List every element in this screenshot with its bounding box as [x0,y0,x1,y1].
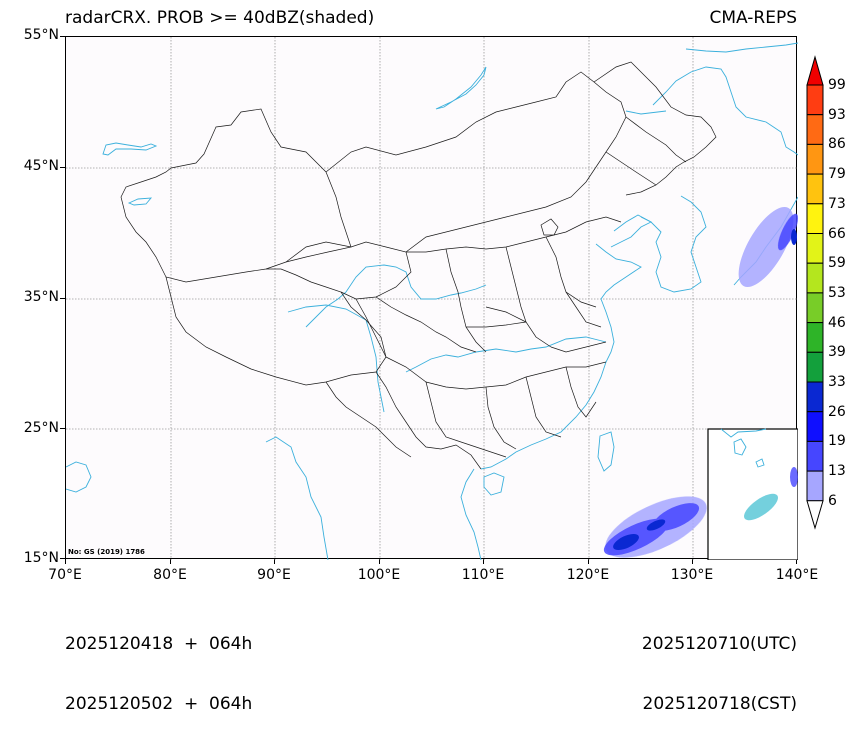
xtick-mark [274,559,275,564]
ytick-mark [60,428,65,429]
xtick-110e: 110°E [461,567,505,583]
ytick-35n: 35°N [23,289,59,305]
ytick-15n: 15°N [23,550,59,566]
map-canvas [66,37,798,560]
xtick-100e: 100°E [357,567,401,583]
coastlines-rivers [66,42,798,560]
colorbar-label-19: 19 [828,433,846,450]
colorbar-label-13: 13 [828,463,846,480]
valid-time-info: 2025120710(UTC) 2025120718(CST) [642,594,797,734]
xtick-mark [170,559,171,564]
colorbar-label-79: 79 [828,166,846,183]
colorbar-label-26: 26 [828,403,846,420]
ytick-45n: 45°N [23,158,59,174]
colorbar-label-6: 6 [828,492,837,509]
ytick-mark [60,167,65,168]
ytick-mark [60,558,65,559]
init-time-utc: 2025120418 + 064h [65,634,253,654]
colorbar-label-93: 93 [828,106,846,123]
colorbar-label-46: 46 [828,314,846,331]
ytick-25n: 25°N [23,420,59,436]
xtick-90e: 90°E [257,567,291,583]
colorbar-label-66: 66 [828,225,846,242]
colorbar-label-53: 53 [828,284,846,301]
valid-time-utc: 2025120710(UTC) [641,634,797,654]
map-title: radarCRX. PROB >= 40dBZ(shaded) [65,8,375,28]
map-plot-area[interactable] [65,36,798,560]
xtick-120e: 120°E [566,567,610,583]
ytick-mark [60,36,65,37]
province-borders [120,61,717,470]
xtick-mark [692,559,693,564]
xtick-mark [796,559,797,564]
colorbar-label-39: 39 [828,344,846,361]
colorbar-label-86: 86 [828,136,846,153]
xtick-80e: 80°E [153,567,187,583]
init-time-cst: 2025120502 + 064h [65,694,253,714]
init-time-info: 2025120418 + 064h 2025120502 + 064h [65,594,252,734]
xtick-140e: 140°E [775,567,819,583]
south-china-sea-inset [707,428,798,560]
xtick-mark [588,559,589,564]
xtick-mark [379,559,380,564]
xtick-mark [65,559,66,564]
colorbar-label-59: 59 [828,255,846,272]
ytick-mark [60,298,65,299]
colorbar-label-99: 99 [828,77,846,93]
colorbar-label-73: 73 [828,195,846,212]
valid-time-cst: 2025120718(CST) [642,694,797,714]
xtick-mark [483,559,484,564]
xtick-130e: 130°E [670,567,714,583]
ytick-55n: 55°N [23,27,59,43]
colorbar [806,55,824,530]
model-name: CMA-REPS [709,8,797,28]
xtick-70e: 70°E [48,567,82,583]
map-review-number: No: GS (2019) 1786 [68,548,145,556]
colorbar-label-33: 33 [828,374,846,390]
